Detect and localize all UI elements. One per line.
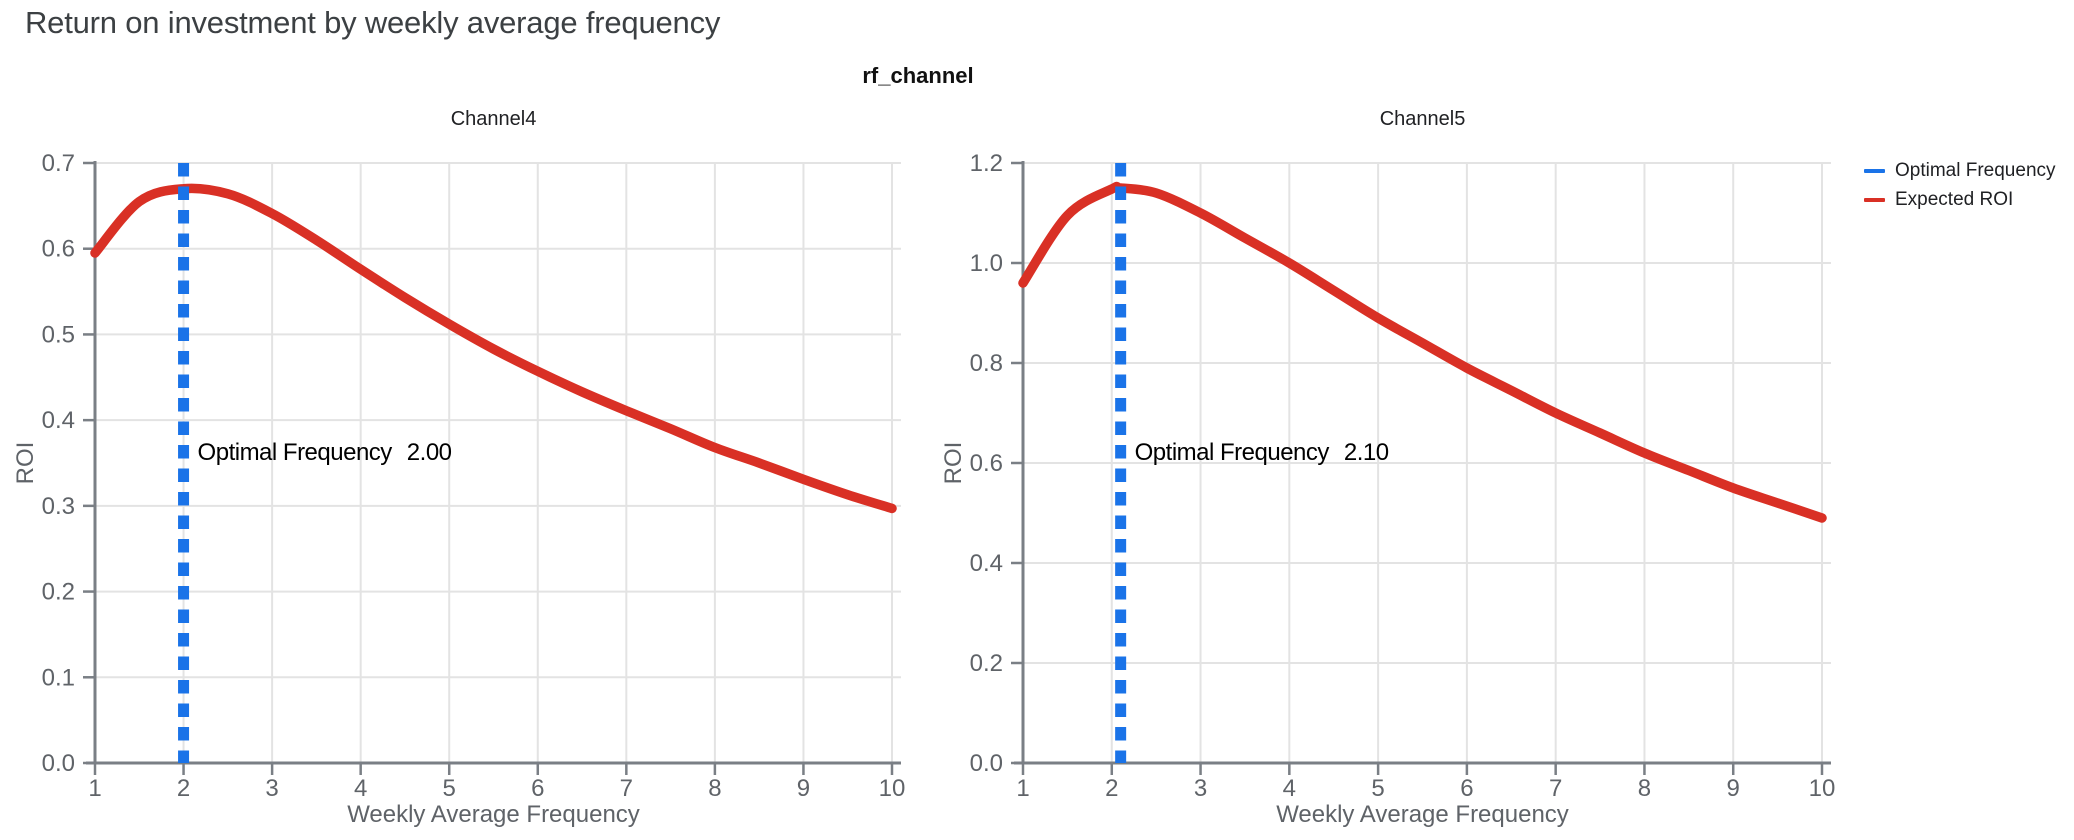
svg-text:8: 8 (708, 775, 721, 802)
svg-text:3: 3 (1194, 775, 1207, 802)
svg-text:10: 10 (879, 775, 906, 802)
subplot-title: Channel4 (451, 108, 537, 130)
svg-text:0.2: 0.2 (42, 579, 75, 606)
svg-text:7: 7 (620, 775, 633, 802)
svg-text:0.6: 0.6 (42, 236, 75, 263)
legend-label: Expected ROI (1895, 189, 2014, 210)
svg-text:0.4: 0.4 (970, 550, 1003, 577)
svg-text:0.0: 0.0 (970, 750, 1003, 777)
legend-label: Optimal Frequency (1895, 160, 2056, 181)
svg-text:5: 5 (443, 775, 456, 802)
svg-text:9: 9 (1727, 775, 1740, 802)
svg-text:2: 2 (177, 775, 190, 802)
legend: Optimal Frequency Expected ROI (1864, 160, 2056, 211)
svg-text:0.0: 0.0 (42, 750, 75, 777)
svg-text:0.8: 0.8 (970, 350, 1003, 377)
svg-text:4: 4 (1283, 775, 1296, 802)
svg-text:6: 6 (1460, 775, 1473, 802)
expected-roi-curve (1018, 181, 1827, 523)
figure-suptitle: rf_channel (862, 63, 974, 88)
y-axis-label: ROI (940, 442, 967, 485)
svg-text:0.2: 0.2 (970, 650, 1003, 677)
legend-line-icon (1864, 198, 1885, 202)
page-title: Return on investment by weekly average f… (25, 5, 721, 40)
legend-item-optimal-frequency: Optimal Frequency (1864, 160, 2056, 182)
svg-text:1.0: 1.0 (970, 250, 1003, 277)
svg-text:4: 4 (354, 775, 367, 802)
svg-text:0.4: 0.4 (42, 407, 75, 434)
svg-text:2: 2 (1105, 775, 1118, 802)
optimal-frequency-annotation: Optimal Frequency 2.00 (198, 439, 452, 466)
svg-text:1.2: 1.2 (970, 150, 1003, 177)
gridlines (1023, 162, 1831, 763)
tick-labels: 1 2 3 4 5 6 7 8 9 10 0.0 0.1 0.2 0.3 0.4 0.5 0.6 0.7 (42, 150, 906, 802)
svg-text:0.5: 0.5 (42, 321, 75, 348)
tick-labels: 1 2 3 4 5 6 7 8 9 10 0.0 0.2 0.4 0.6 0.8 1.0 1.2 (970, 150, 1836, 802)
svg-text:1: 1 (88, 775, 101, 802)
svg-text:6: 6 (531, 775, 544, 802)
svg-text:1: 1 (1016, 775, 1029, 802)
svg-text:7: 7 (1549, 775, 1562, 802)
svg-text:0.7: 0.7 (42, 150, 75, 177)
y-axis-label: ROI (12, 442, 39, 485)
chart-channel5: 1 2 3 4 5 6 7 8 9 10 0.0 0.2 0.4 0.6 0.8 1.0 1.2 Channel5… (940, 108, 1835, 828)
svg-text:8: 8 (1638, 775, 1651, 802)
chart-channel4: 1 2 3 4 5 6 7 8 9 10 0.0 0.1 0.2 0.3 0.4 0.5 0.6 0.7 Chann… (12, 108, 905, 828)
svg-text:0.1: 0.1 (42, 664, 75, 691)
svg-text:5: 5 (1371, 775, 1384, 802)
x-axis-label: Weekly Average Frequency (1276, 801, 1569, 828)
subplot-title: Channel5 (1380, 108, 1466, 130)
svg-text:9: 9 (797, 775, 810, 802)
svg-text:10: 10 (1809, 775, 1836, 802)
axes (86, 161, 901, 765)
legend-line-icon (1864, 169, 1885, 173)
expected-roi-curve (90, 183, 897, 514)
tick-marks (1011, 161, 1824, 775)
x-axis-label: Weekly Average Frequency (347, 801, 640, 828)
svg-text:3: 3 (265, 775, 278, 802)
svg-text:0.3: 0.3 (42, 493, 75, 520)
legend-item-expected-roi: Expected ROI (1864, 189, 2056, 211)
svg-text:0.6: 0.6 (970, 450, 1003, 477)
optimal-frequency-annotation: Optimal Frequency 2.10 (1135, 439, 1389, 466)
